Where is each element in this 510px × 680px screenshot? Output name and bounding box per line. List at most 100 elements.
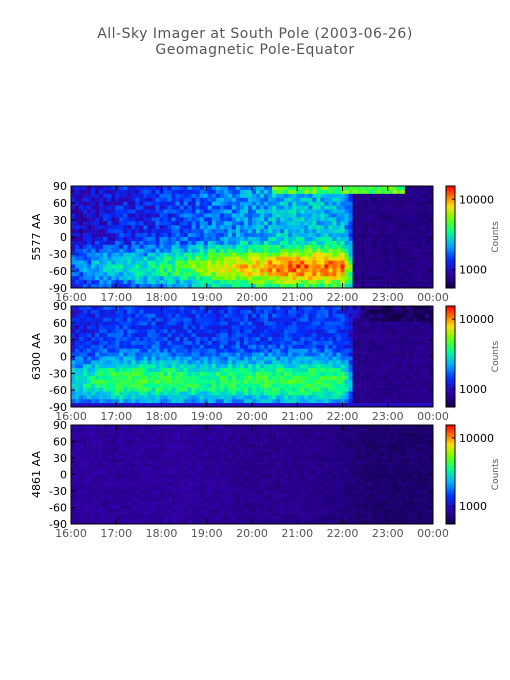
heatmap-cell: [99, 474, 104, 479]
heatmap-cell: [324, 352, 329, 357]
heatmap-cell: [187, 329, 192, 334]
heatmap-cell: [103, 276, 108, 281]
heatmap-cell: [79, 233, 84, 238]
heatmap-cell: [380, 272, 386, 277]
heatmap-cell: [336, 372, 341, 377]
heatmap-cell: [199, 403, 205, 408]
heatmap-cell: [71, 205, 76, 210]
heatmap-cell: [276, 244, 281, 250]
heatmap-cell: [199, 225, 205, 230]
heatmap-cell: [99, 260, 104, 265]
heatmap-cell: [123, 387, 128, 392]
heatmap-cell: [348, 217, 353, 222]
heatmap-cell: [151, 248, 156, 253]
heatmap-cell: [75, 440, 80, 445]
heatmap-cell: [372, 352, 377, 357]
heatmap-cell: [396, 264, 402, 269]
heatmap-cell: [328, 364, 333, 369]
heatmap-cell: [199, 321, 205, 326]
heatmap-cell: [239, 209, 245, 214]
heatmap-cell: [111, 225, 116, 230]
heatmap-cell: [292, 403, 297, 408]
heatmap-cell: [111, 260, 116, 265]
heatmap-cell: [79, 493, 84, 498]
heatmap-cell: [408, 364, 414, 369]
heatmap-cell: [103, 356, 108, 361]
heatmap-cell: [211, 248, 217, 253]
heatmap-cell: [171, 276, 176, 281]
heatmap-cell: [215, 368, 221, 373]
heatmap-cell: [420, 272, 426, 277]
heatmap-cell: [163, 272, 168, 277]
colorbar: [445, 305, 456, 408]
heatmap-cell: [404, 325, 410, 330]
heatmap-cell: [87, 383, 92, 388]
heatmap-cell: [191, 201, 196, 206]
heatmap-cell: [219, 352, 225, 357]
heatmap-cell: [179, 360, 184, 365]
heatmap-cell: [408, 309, 414, 315]
heatmap-cell: [296, 325, 301, 330]
heatmap-cell: [163, 213, 168, 218]
heatmap-cell: [420, 217, 426, 222]
heatmap-cell: [264, 395, 269, 400]
heatmap-cell: [420, 309, 426, 315]
heatmap-cell: [312, 221, 317, 226]
heatmap-cell: [304, 325, 309, 330]
heatmap-cell: [392, 213, 398, 218]
heatmap-cell: [364, 403, 369, 408]
heatmap-cell: [203, 205, 209, 210]
heatmap-cell: [199, 395, 205, 400]
heatmap-cell: [384, 340, 390, 346]
heatmap-cell: [412, 272, 418, 277]
heatmap-cell: [368, 352, 373, 357]
heatmap-cell: [380, 387, 386, 392]
heatmap-cell: [91, 337, 96, 342]
heatmap-cell: [143, 237, 148, 242]
heatmap-cell: [384, 329, 390, 334]
heatmap-cell: [400, 264, 406, 269]
heatmap-cell: [191, 364, 196, 369]
heatmap-cell: [292, 284, 297, 289]
heatmap-cell: [344, 403, 349, 408]
heatmap-cell: [131, 325, 136, 330]
heatmap-cell: [79, 264, 84, 269]
heatmap-cell: [199, 337, 205, 342]
heatmap-cell: [272, 276, 277, 281]
heatmap-cell: [183, 248, 188, 253]
heatmap-cell: [396, 284, 402, 289]
heatmap-cell: [199, 280, 205, 285]
heatmap-cell: [203, 189, 209, 195]
heatmap-cell: [336, 306, 341, 311]
heatmap-cell: [356, 333, 361, 338]
heatmap-cell: [408, 383, 414, 388]
heatmap-cell: [147, 375, 152, 381]
heatmap-cell: [75, 501, 80, 506]
heatmap-cell: [392, 321, 398, 326]
heatmap-cell: [231, 237, 237, 242]
heatmap-cell: [324, 313, 329, 318]
heatmap-cell: [264, 403, 269, 408]
heatmap-cell: [296, 201, 301, 206]
heatmap-cell: [167, 391, 172, 396]
heatmap-cell: [123, 399, 128, 404]
heatmap-cell: [91, 313, 96, 318]
heatmap-cell: [75, 313, 80, 318]
heatmap-cell: [87, 229, 92, 234]
heatmap-cell: [332, 387, 337, 392]
heatmap-cell: [247, 306, 253, 311]
heatmap-cell: [420, 340, 426, 346]
heatmap-cell: [115, 403, 120, 408]
heatmap-cell: [336, 352, 341, 357]
heatmap-cell: [211, 321, 217, 326]
heatmap-cell: [400, 321, 406, 326]
heatmap-cell: [71, 217, 76, 222]
heatmap-cell: [83, 508, 88, 513]
heatmap-cell: [151, 264, 156, 269]
heatmap-cell: [151, 201, 156, 206]
heatmap-cell: [83, 512, 88, 517]
heatmap-cell: [288, 197, 293, 202]
heatmap-cell: [151, 379, 156, 384]
heatmap-cell: [211, 264, 217, 269]
heatmap-cell: [151, 225, 156, 230]
